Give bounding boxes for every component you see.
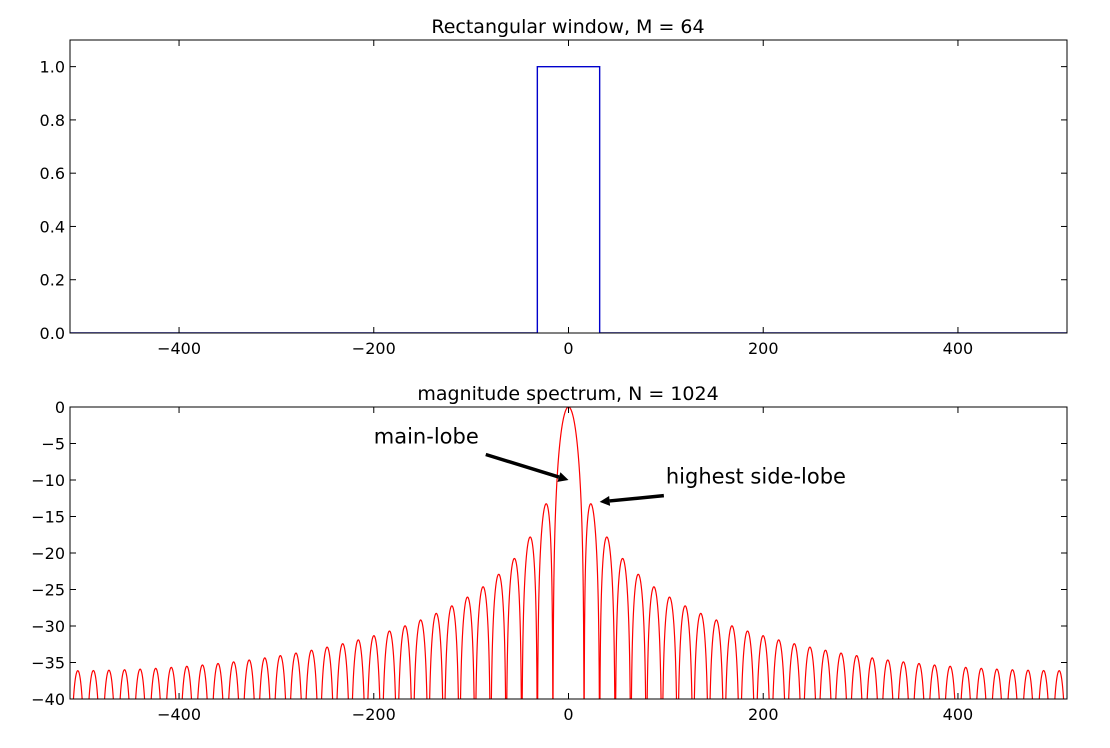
spectrum-line bbox=[72, 407, 1065, 699]
spectrum-axis-ticks: −400 −200 0 200 400 0 −5 −10 −15 −20 −25 −30 −35 −40 bbox=[31, 398, 1067, 724]
window-line bbox=[70, 65, 1067, 333]
window-plot-title: Rectangular window, M = 64 bbox=[431, 16, 704, 38]
x-tick-label: −200 bbox=[352, 339, 396, 358]
spectrum-series bbox=[72, 407, 1065, 699]
window-plot-frame bbox=[69, 39, 1068, 334]
window-plot: Rectangular window, M = 64 −400 −200 0 200 4… bbox=[40, 16, 1068, 358]
y-tick-label: −5 bbox=[41, 435, 65, 454]
spectrum-plot: magnitude spectrum, N = 1024 −400 −200 0 20… bbox=[31, 383, 1068, 724]
y-tick-label: 1.0 bbox=[40, 58, 65, 77]
y-tick-label: −10 bbox=[31, 471, 65, 490]
annotation-arrow-shaft bbox=[609, 493, 665, 503]
y-tick-label: −30 bbox=[31, 617, 65, 636]
y-tick-label: −35 bbox=[31, 654, 65, 673]
x-tick-label: 0 bbox=[563, 705, 573, 724]
x-tick-label: 200 bbox=[748, 705, 779, 724]
x-tick-label: 400 bbox=[943, 705, 974, 724]
x-tick-label: 200 bbox=[748, 339, 779, 358]
highest-side-lobe-annotation: highest side-lobe bbox=[666, 465, 846, 489]
spectrum-annotations: main-lobe highest side-lobe bbox=[374, 425, 846, 506]
y-tick-label: −15 bbox=[31, 508, 65, 527]
annotation-arrow-shaft bbox=[485, 452, 560, 479]
y-tick-label: 0.2 bbox=[40, 271, 65, 290]
y-tick-label: −40 bbox=[31, 690, 65, 709]
y-tick-label: 0.8 bbox=[40, 111, 65, 130]
annotation-arrow-head bbox=[557, 472, 569, 482]
x-tick-label: 0 bbox=[563, 339, 573, 358]
y-tick-label: 0.4 bbox=[40, 217, 65, 236]
x-tick-label: −400 bbox=[157, 705, 201, 724]
main-lobe-annotation: main-lobe bbox=[374, 425, 479, 449]
x-tick-label: −200 bbox=[352, 705, 396, 724]
y-tick-label: −25 bbox=[31, 581, 65, 600]
y-tick-label: −20 bbox=[31, 544, 65, 563]
spectrum-plot-frame bbox=[69, 406, 1068, 700]
window-series bbox=[70, 65, 1067, 333]
annotation-arrow-head bbox=[599, 495, 611, 506]
window-axis-ticks: −400 −200 0 200 400 0.0 0.2 0.4 0.6 0.8 1.0 bbox=[40, 40, 1067, 358]
spectrum-plot-title: magnitude spectrum, N = 1024 bbox=[417, 383, 718, 405]
x-tick-label: −400 bbox=[157, 339, 201, 358]
x-tick-label: 400 bbox=[943, 339, 974, 358]
y-tick-label: 0.0 bbox=[40, 324, 65, 343]
y-tick-label: 0 bbox=[55, 398, 65, 417]
y-tick-label: 0.6 bbox=[40, 164, 65, 183]
